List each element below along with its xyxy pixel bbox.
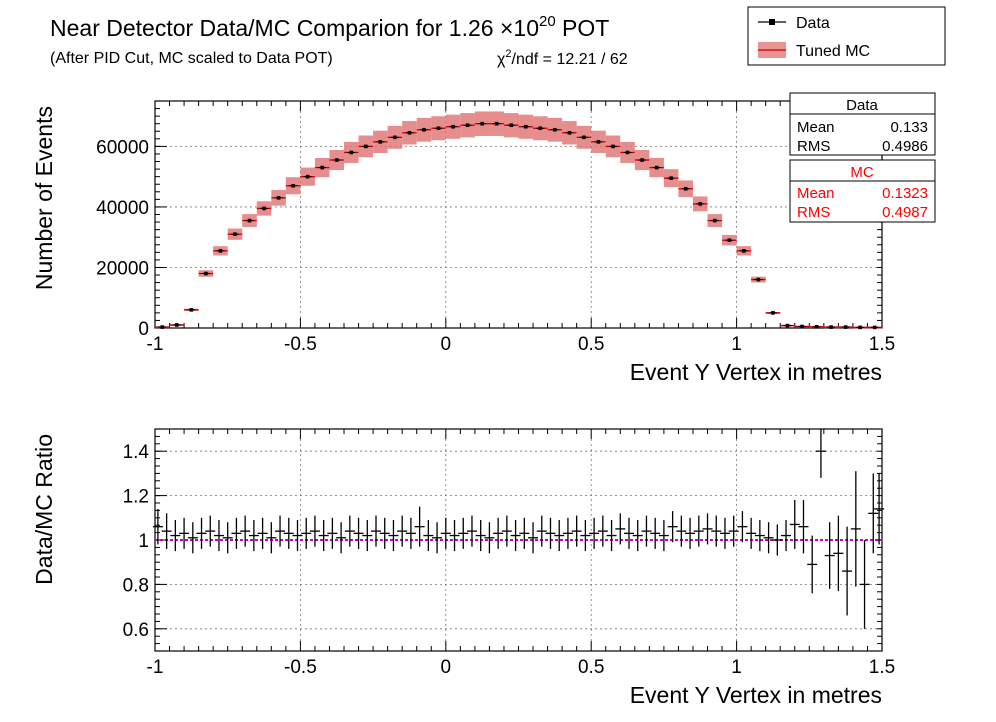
top-xtick-label-2: 0 <box>441 334 452 355</box>
stats-data-title: Data <box>846 97 878 114</box>
bottom-xtick-label-2: 0 <box>441 657 452 678</box>
chart-title: Near Detector Data/MC Comparion for 1.26… <box>50 13 609 41</box>
stats-data-mean-value: 0.133 <box>890 119 928 136</box>
data-point <box>858 325 862 330</box>
stats-data-frame <box>789 92 936 156</box>
data-point <box>262 206 266 211</box>
data-point <box>669 176 673 180</box>
data-point <box>276 196 281 200</box>
top-xtick-label-4: 1 <box>731 334 742 355</box>
data-point <box>654 165 659 170</box>
data-point <box>291 183 295 188</box>
stats-mc-rms-label: RMS <box>797 204 830 221</box>
stats-data-rms-value: 0.4986 <box>882 138 928 155</box>
data-point <box>175 323 179 327</box>
top-xtick-label-1: -0.5 <box>284 334 317 355</box>
bottom-xtick-label-0: -1 <box>147 657 164 678</box>
data-point <box>407 130 412 135</box>
data-point <box>596 140 601 144</box>
data-point <box>247 218 252 223</box>
data-point <box>378 140 383 144</box>
data-point <box>829 325 833 329</box>
data-point <box>189 308 194 312</box>
top-ytick-label-2: 40000 <box>96 198 149 219</box>
data-point <box>480 121 484 126</box>
data-point <box>814 324 819 329</box>
data-point <box>364 144 368 149</box>
data-point <box>320 165 325 170</box>
top-histogram-panel: -1 -0.5 0 0.5 1 1.5 0 20000 40000 60000 Event Y Ve… <box>31 100 895 385</box>
data-point <box>553 127 557 132</box>
bottom-ytick-label-2: 1 <box>138 531 149 552</box>
data-point <box>611 144 615 149</box>
stats-box-mc: MC Mean 0.1323 RMS 0.4987 <box>789 159 936 223</box>
data-point <box>872 325 877 330</box>
chi2-label: χ2/ndf = 12.21 / 62 <box>497 48 628 68</box>
legend-data-label: Data <box>796 15 830 32</box>
stats-mc-title: MC <box>850 164 873 181</box>
data-point <box>465 123 470 128</box>
top-ytick-label-1: 20000 <box>96 258 149 279</box>
stats-data-mean-label: Mean <box>797 119 835 136</box>
data-point <box>436 126 441 131</box>
data-point <box>800 324 804 329</box>
data-point <box>451 124 455 129</box>
bottom-xtick-label-3: 0.5 <box>578 657 604 678</box>
bottom-ylabel: Data/MC Ratio <box>31 434 57 585</box>
stats-data-rms-label: RMS <box>797 138 830 155</box>
legend: Data Tuned MC <box>747 6 946 66</box>
data-point <box>349 150 354 155</box>
data-point <box>727 238 732 243</box>
bottom-xlabel: Event Y Vertex in metres <box>630 682 882 708</box>
data-point <box>393 135 397 140</box>
bottom-ytick-label-4: 1.4 <box>123 442 150 463</box>
data-point <box>756 277 761 282</box>
data-point <box>771 311 775 315</box>
data-point <box>538 126 543 131</box>
top-xtick-label-5: 1.5 <box>869 334 895 355</box>
legend-data-marker <box>769 19 775 25</box>
data-point <box>523 124 528 129</box>
data-point <box>233 232 237 236</box>
top-xtick-label-0: -1 <box>147 334 164 355</box>
stats-mc-frame <box>789 159 936 223</box>
legend-mc-label: Tuned MC <box>796 43 870 60</box>
data-point <box>422 127 426 132</box>
bottom-ytick-label-3: 1.2 <box>123 487 149 508</box>
bottom-xtick-label-5: 1.5 <box>869 657 895 678</box>
stats-mc-mean-value: 0.1323 <box>882 185 928 202</box>
data-point <box>305 174 310 179</box>
data-point <box>567 130 572 135</box>
data-point <box>683 186 688 191</box>
data-point <box>509 123 514 128</box>
bottom-xtick-label-4: 1 <box>731 657 742 678</box>
data-point <box>698 202 703 206</box>
data-point <box>218 249 223 253</box>
data-point <box>204 271 208 276</box>
top-xlabel: Event Y Vertex in metres <box>630 359 882 385</box>
bottom-ytick-label-1: 0.8 <box>123 575 149 596</box>
data-point <box>785 323 790 328</box>
bottom-ytick-label-0: 0.6 <box>123 620 149 641</box>
stats-box-data: Data Mean 0.133 RMS 0.4986 <box>789 92 936 156</box>
data-point <box>712 218 717 223</box>
top-ytick-label-0: 0 <box>138 319 149 340</box>
chart-subtitle: (After PID Cut, MC scaled to Data POT) <box>50 50 333 67</box>
data-point <box>625 150 630 155</box>
stats-mc-mean-label: Mean <box>797 185 835 202</box>
stats-mc-rms-value: 0.4987 <box>882 204 928 221</box>
bottom-xtick-label-1: -0.5 <box>284 657 317 678</box>
data-point <box>160 325 165 329</box>
data-point <box>582 135 586 140</box>
data-point <box>742 249 746 253</box>
top-ytick-label-3: 60000 <box>96 137 149 158</box>
data-point <box>494 121 499 126</box>
data-point <box>640 158 644 162</box>
data-point <box>843 325 848 329</box>
top-xtick-label-3: 0.5 <box>578 334 604 355</box>
bottom-ratio-panel: -1 -0.5 0 0.5 1 1.5 0.6 0.8 1 1.2 1.4 Event Y Verte… <box>31 428 895 708</box>
data-point <box>334 158 339 162</box>
top-ylabel: Number of Events <box>31 106 57 290</box>
